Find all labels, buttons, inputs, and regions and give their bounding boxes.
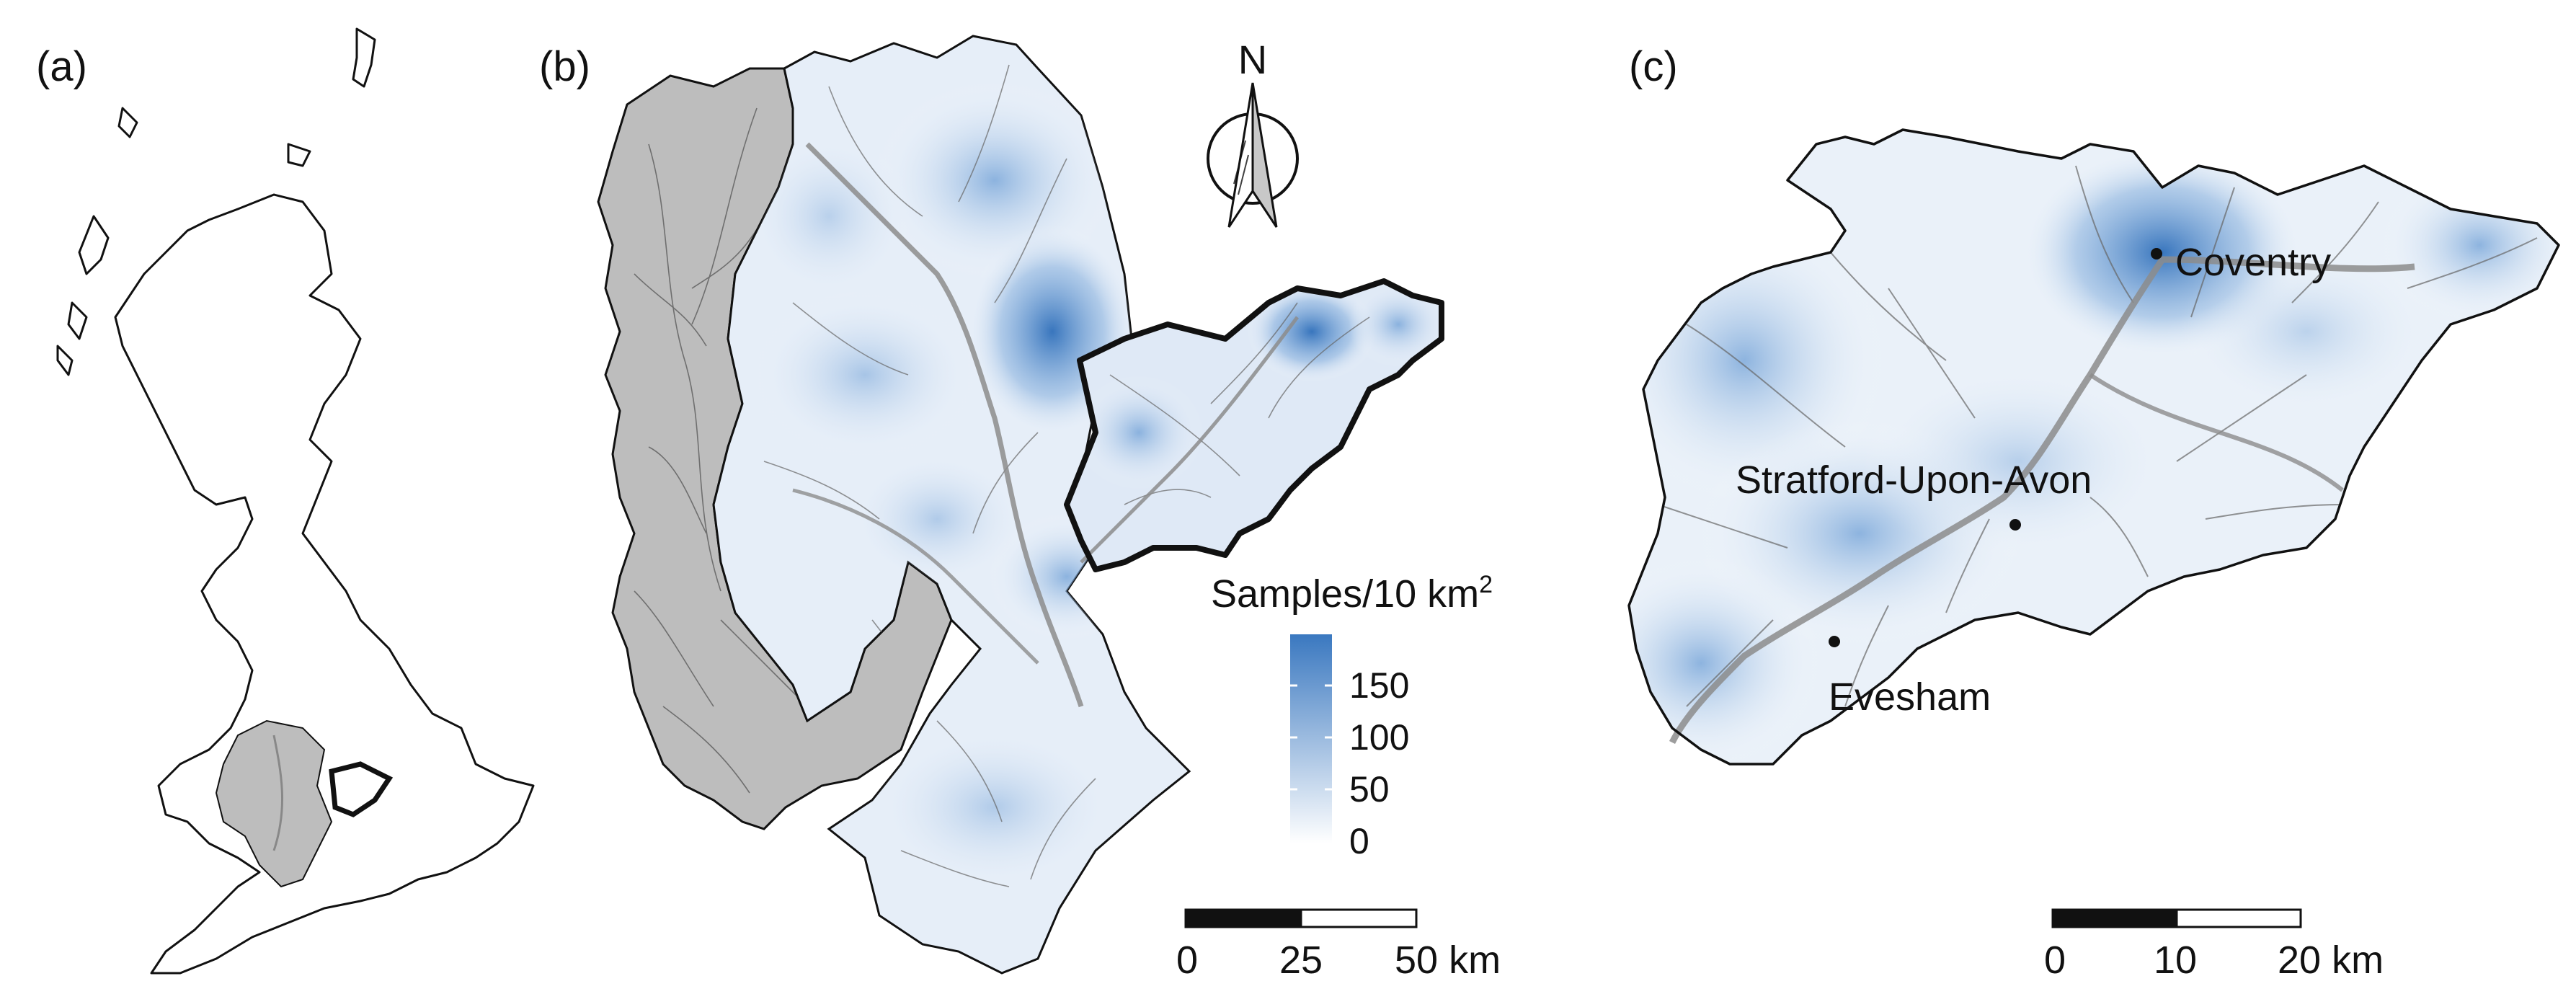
- panel-b: (b): [539, 35, 1501, 982]
- severn-catchment-upstream: [215, 719, 333, 888]
- coventry-label: Coventry: [2175, 241, 2331, 284]
- scale-b-label-50: 50 km: [1395, 939, 1501, 982]
- legend-tick-50: 50: [1349, 769, 1390, 809]
- upstream-rivers: [634, 107, 808, 794]
- panel-c: (c): [1627, 43, 2560, 982]
- avon-tributary-c: [2089, 373, 2344, 492]
- density-hotspots-c: [1629, 144, 2559, 764]
- panel-a: (a): [36, 27, 535, 975]
- gb-orkney: [287, 143, 311, 167]
- avon-outline-c: [1627, 128, 2560, 766]
- coventry-marker: [2151, 248, 2162, 259]
- legend-tick-150: 150: [1349, 665, 1409, 706]
- avon-main-river-c: [1669, 256, 2415, 745]
- legend-ticks: [1290, 684, 1332, 791]
- avon-outline-b: [1064, 278, 1444, 572]
- rivers-sub: [1109, 302, 1370, 505]
- stratford-marker: [2009, 519, 2021, 531]
- north-label: N: [1238, 37, 1267, 82]
- gb-island-4: [117, 107, 138, 138]
- north-arrow: N: [1207, 37, 1299, 228]
- place-coventry: Coventry: [2151, 241, 2331, 284]
- severn-river-a: [272, 735, 283, 851]
- gb-island-1: [78, 215, 110, 275]
- legend-title-text: Samples/10 km: [1211, 572, 1479, 616]
- legend-tick-0: 0: [1349, 821, 1369, 861]
- density-legend: Samples/10 km2 150 100 50 0: [1211, 571, 1493, 861]
- density-hotspots-b: [742, 79, 1146, 894]
- scale-bar-c: 0 10 20 km: [2044, 908, 2384, 982]
- place-evesham: Evesham: [1829, 636, 1991, 719]
- stratford-label: Stratford-Upon-Avon: [1736, 458, 2092, 502]
- evesham-label: Evesham: [1829, 675, 1991, 719]
- gb-mainland: [114, 193, 535, 975]
- gb-outline: [56, 27, 535, 975]
- avon-river-b: [1080, 316, 1299, 564]
- scale-bar-b: 0 25 50 km: [1176, 908, 1501, 982]
- scale-b-label-25: 25: [1279, 939, 1323, 982]
- scale-c-label-0: 0: [2044, 939, 2066, 982]
- evesham-marker: [1829, 636, 1840, 647]
- scale-c-label-20: 20 km: [2278, 939, 2384, 982]
- panel-c-label: (c): [1629, 43, 1678, 90]
- scale-b-label-0: 0: [1176, 939, 1198, 982]
- scale-c-label-10: 10: [2154, 939, 2197, 982]
- panel-a-label: (a): [36, 43, 87, 90]
- severn-main-river-b: [805, 142, 1084, 708]
- gb-island-2: [67, 301, 88, 340]
- avon-catchment-outline-a: [329, 761, 394, 817]
- legend-colorbar: [1290, 634, 1332, 843]
- legend-title-superscript: 2: [1479, 571, 1493, 598]
- severn-west-tributary-b: [792, 488, 1039, 665]
- gb-shetland: [352, 27, 376, 88]
- legend-tick-100: 100: [1349, 717, 1409, 758]
- gb-island-3: [56, 345, 74, 376]
- panel-b-label: (b): [539, 43, 590, 90]
- density-hotspots-sub: [1074, 281, 1442, 490]
- place-stratford: Stratford-Upon-Avon: [1736, 458, 2092, 531]
- legend-title: Samples/10 km2: [1211, 571, 1493, 616]
